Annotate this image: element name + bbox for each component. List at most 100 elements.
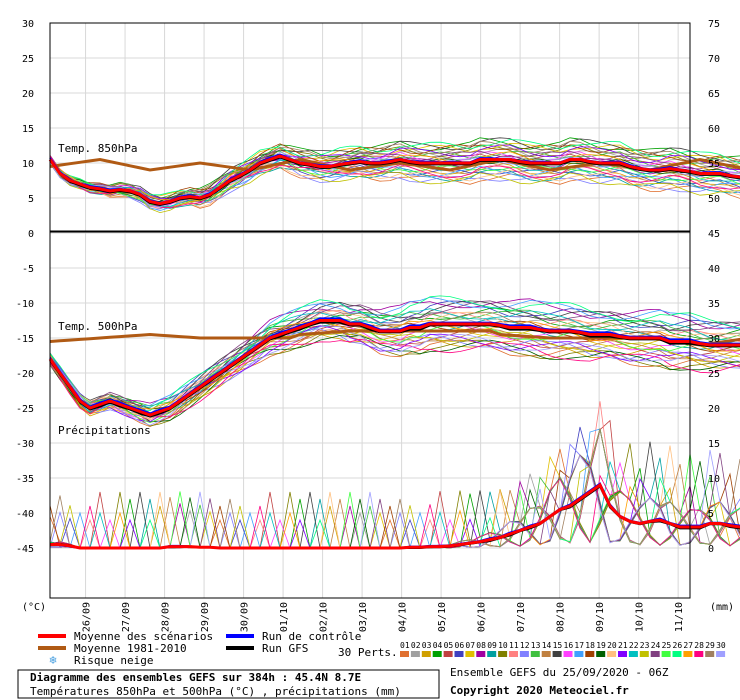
copyright: Copyright 2020 Meteociel.fr xyxy=(450,684,629,697)
left-tick-label: -30 xyxy=(16,439,34,450)
pert-line-t500 xyxy=(49,300,740,414)
right-tick-label: 25 xyxy=(708,369,720,380)
left-tick-label: -10 xyxy=(16,299,34,310)
pert-line-t850 xyxy=(49,158,740,208)
pert-legend-label: 12 xyxy=(520,641,530,650)
pert-line-t850 xyxy=(49,140,740,205)
pert-legend-label: 14 xyxy=(542,641,552,650)
pert-line-t500 xyxy=(49,333,740,417)
pert-legend-swatch xyxy=(607,651,617,657)
panel-frames xyxy=(49,22,691,599)
snowflake-icon: ❄ xyxy=(49,653,56,667)
right-tick-label: 20 xyxy=(708,404,720,415)
right-tick-label: 70 xyxy=(708,54,720,65)
x-tick-label: 03/10 xyxy=(358,602,369,632)
right-axis-unit: (mm) xyxy=(710,602,734,613)
panel-frame-t850 xyxy=(49,22,691,232)
left-tick-label: -35 xyxy=(16,474,34,485)
series-line-precip xyxy=(50,482,740,550)
pert-legend-swatch xyxy=(454,651,464,657)
pert-line-t500 xyxy=(49,295,740,412)
left-tick-label: 10 xyxy=(22,159,34,170)
left-tick-label: -15 xyxy=(16,334,34,345)
x-tick-label: 29/09 xyxy=(200,602,211,632)
x-tick-label: 26/09 xyxy=(82,602,93,632)
pert-legend-swatch xyxy=(628,651,638,657)
series-line-t850 xyxy=(49,157,740,172)
left-tick-label: 20 xyxy=(22,89,34,100)
pert-legend-swatch xyxy=(498,651,508,657)
right-tick-label: 75 xyxy=(708,19,720,30)
pert-legend-swatch xyxy=(509,651,518,657)
pert-line-t500 xyxy=(49,319,740,415)
pert-line-t850 xyxy=(49,144,740,205)
legend-label-perts: 30 Perts. xyxy=(338,646,398,659)
left-tick-label: -25 xyxy=(16,404,34,415)
pert-line-t850 xyxy=(49,155,740,209)
pert-legend-label: 01 xyxy=(400,641,410,650)
x-tick-label: 30/09 xyxy=(240,602,251,632)
pert-line-t500 xyxy=(49,331,740,415)
x-tick-label: 27/09 xyxy=(121,602,132,632)
pert-line-t850 xyxy=(49,137,740,199)
pert-line-t850 xyxy=(49,158,740,207)
x-tick-label: 28/09 xyxy=(161,602,172,632)
pert-legend-label: 23 xyxy=(640,641,650,650)
pert-legend-label: 15 xyxy=(553,641,563,650)
pert-legend-swatch xyxy=(487,651,497,657)
pert-legend-swatch xyxy=(432,651,442,657)
pert-legend-label: 16 xyxy=(564,641,574,650)
pert-line-t500 xyxy=(49,328,740,417)
pert-legend-swatch xyxy=(650,651,660,657)
pert-legend-swatch xyxy=(563,651,573,657)
pert-line-t500 xyxy=(49,338,740,417)
x-tick-label: 07/10 xyxy=(516,602,527,632)
left-tick-label: 30 xyxy=(22,19,34,30)
pert-legend-label: 03 xyxy=(422,641,432,650)
pert-legend-label: 04 xyxy=(433,641,443,650)
pert-legend-label: 21 xyxy=(618,641,628,650)
pert-line-t500 xyxy=(49,296,740,411)
pert-line-t500 xyxy=(49,325,740,423)
pert-legend-swatch xyxy=(410,651,420,657)
pert-legend-label: 09 xyxy=(487,641,497,650)
x-tick-label: 11/10 xyxy=(674,602,685,632)
left-tick-label: 5 xyxy=(28,194,34,205)
pert-legend-label: 25 xyxy=(662,641,672,650)
x-tick-label: 09/10 xyxy=(595,602,606,632)
x-axis-ticks: 26/09 27/09 28/09 29/09 30/09 01/10 02/10 03/10… xyxy=(82,602,686,632)
legend-label-snow: Risque neige xyxy=(74,654,153,667)
panel-frame-t500 xyxy=(49,231,691,599)
legend-label-mean: Moyenne des scénarios xyxy=(74,630,213,643)
pert-legend-swatch xyxy=(400,651,409,657)
pert-legend-swatch xyxy=(552,651,562,657)
x-tick-label: 02/10 xyxy=(319,602,330,632)
left-axis-unit: (°C) xyxy=(22,602,46,613)
right-tick-label: 40 xyxy=(708,264,720,275)
pert-line-precip xyxy=(49,449,740,549)
pert-legend-swatch xyxy=(683,651,693,657)
right-tick-label: 60 xyxy=(708,124,720,135)
pert-legend-swatch xyxy=(694,651,704,657)
left-tick-label: 0 xyxy=(28,229,34,240)
left-tick-label: -40 xyxy=(16,509,34,520)
right-tick-label: 15 xyxy=(708,439,720,450)
panel-label-precip: Précipitations xyxy=(58,424,151,437)
pert-line-t850 xyxy=(49,161,740,210)
series-line-t500 xyxy=(48,319,740,417)
pert-legend-label: 18 xyxy=(585,641,595,650)
pert-legend-swatch xyxy=(519,651,529,657)
pert-legend-swatch xyxy=(705,651,715,657)
pert-legend-label: 07 xyxy=(465,641,475,650)
pert-legend-label: 06 xyxy=(455,641,465,650)
pert-line-t850 xyxy=(49,147,740,205)
title-box xyxy=(17,669,440,699)
right-tick-label: 50 xyxy=(708,194,720,205)
right-tick-label: 10 xyxy=(708,474,720,485)
pert-legend-label: 20 xyxy=(607,641,617,650)
run-info: Ensemble GEFS du 25/09/2020 - 06Z xyxy=(450,666,669,679)
right-tick-label: 5 xyxy=(708,509,714,520)
